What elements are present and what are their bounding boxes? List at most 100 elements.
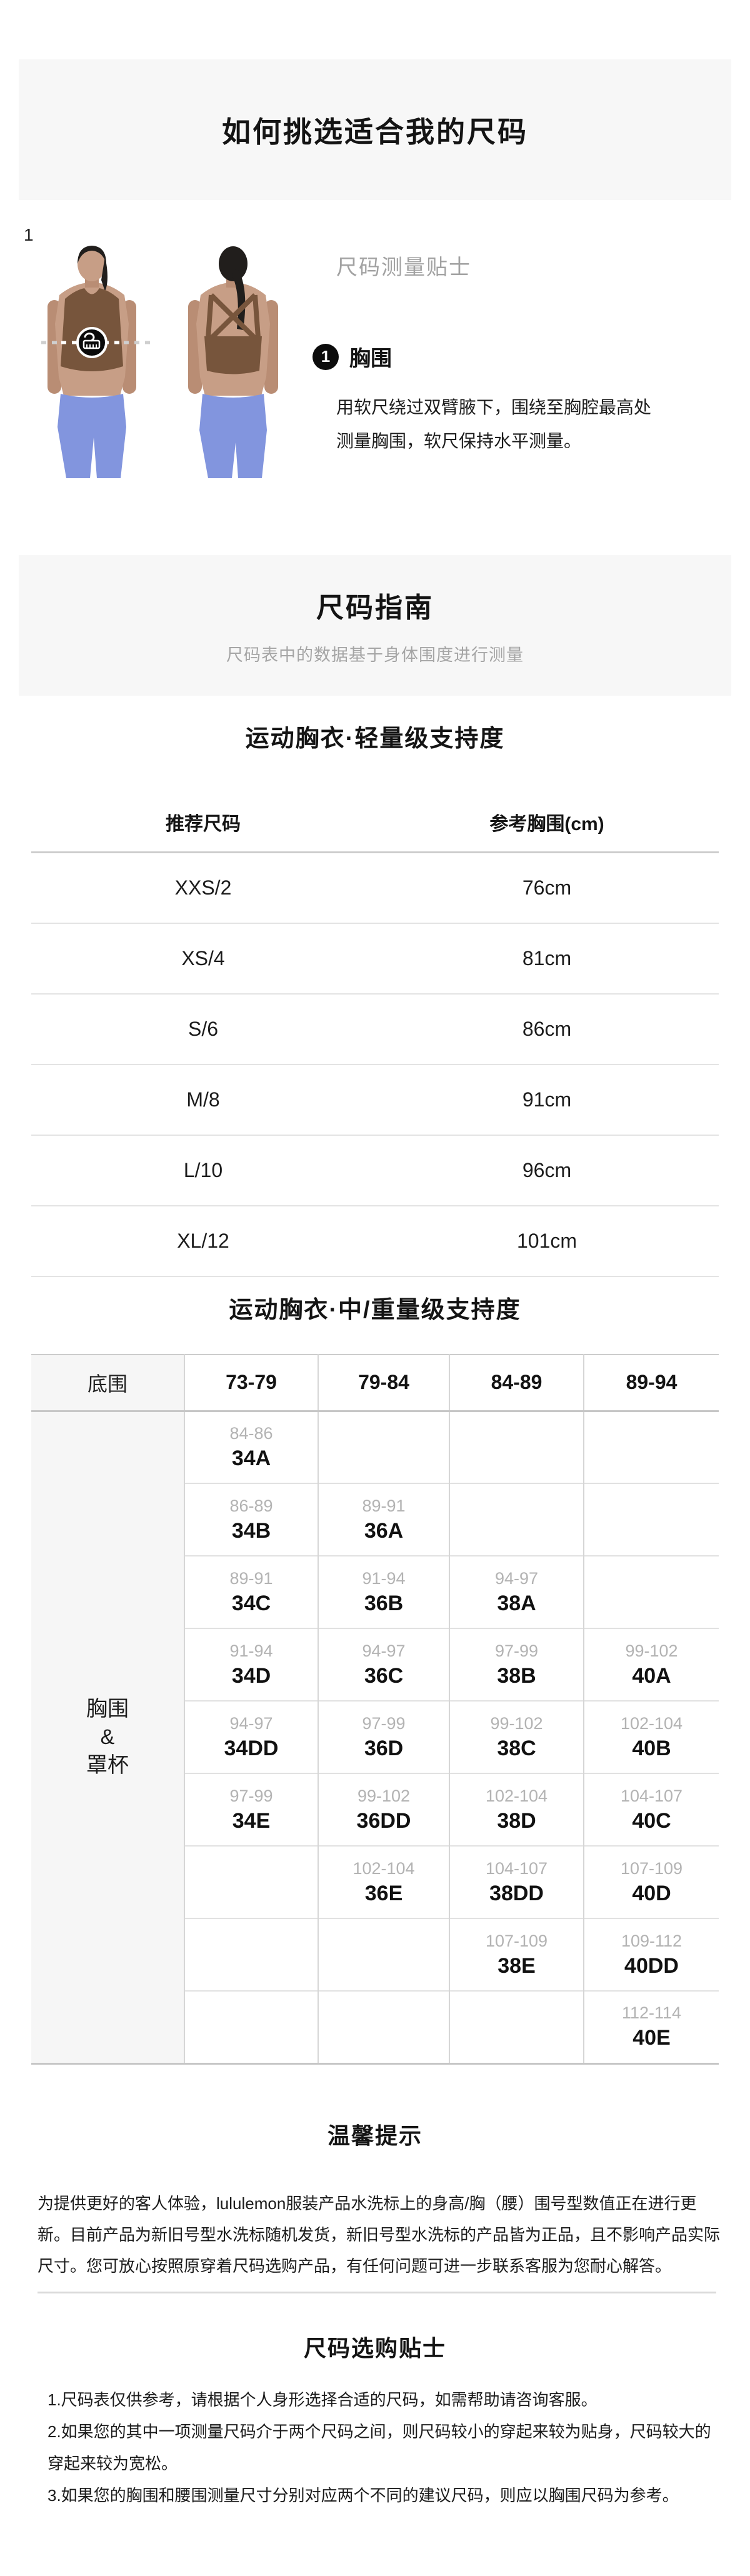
purchase-tips-list: 1.尺码表仅供参考，请根据个人身形选择合适的尺码，如需帮助请咨询客服。 2.如果… — [48, 2384, 722, 2512]
measurement-tips-title: 尺码测量贴士 — [336, 256, 471, 279]
size-cell: XL/12 — [31, 1206, 375, 1277]
matrix-header-row: 底围 73-79 79-84 84-89 89-94 — [31, 1355, 719, 1412]
bra-size-cell: 102-104 38D — [449, 1773, 584, 1846]
back-leggings — [199, 394, 267, 478]
measurement-index: 1 — [24, 225, 34, 244]
size-guide-subtitle: 尺码表中的数据基于身体围度进行测量 — [226, 646, 524, 664]
bust-cell: 86cm — [375, 994, 719, 1065]
size-guide-banner: 尺码指南 尺码表中的数据基于身体围度进行测量 — [19, 555, 731, 696]
back-bra-band — [204, 336, 262, 374]
bra-size-cell — [184, 1918, 318, 1991]
size-guide-title: 尺码指南 — [316, 593, 434, 623]
bra-size-cell: 99-102 38C — [449, 1700, 584, 1773]
size-cell: S/6 — [31, 994, 375, 1065]
matrix-row: 94-97 34DD 97-99 36D 99-102 38C 102-104 40B — [31, 1700, 719, 1773]
size-cell: XXS/2 — [31, 852, 375, 924]
bust-cell: 96cm — [375, 1135, 719, 1206]
bra-size-cell — [318, 1410, 449, 1483]
high-support-table-title: 运动胸衣·中/重量级支持度 — [229, 1297, 521, 1323]
matrix-row: 102-104 36E 104-107 38DD 107-109 40D — [31, 1845, 719, 1918]
bust-cell: 91cm — [375, 1065, 719, 1136]
section-divider — [38, 2292, 716, 2293]
bust-measure-description: 用软尺绕过双臂腋下，围绕至胸腔最高处测量胸围，软尺保持水平测量。 — [336, 398, 652, 451]
model-back-photo — [188, 246, 278, 478]
matrix-row: 112-114 40E — [31, 1990, 719, 2063]
light-support-table-title: 运动胸衣·轻量级支持度 — [245, 726, 505, 752]
bra-size-cell: 94-97 34DD — [184, 1700, 318, 1773]
bust-point-label: 胸围 — [349, 347, 392, 371]
size-cell: L/10 — [31, 1135, 375, 1206]
back-head-hair — [219, 246, 248, 281]
table-row: XL/12 101cm — [31, 1206, 719, 1277]
bust-cell: 76cm — [375, 852, 719, 924]
underband-column-header: 79-84 — [318, 1355, 449, 1412]
underband-column-header: 89-94 — [583, 1355, 719, 1412]
column-header-size: 推荐尺码 — [31, 793, 375, 853]
purchase-tip-item: 2.如果您的其中一项测量尺码介于两个尺码之间，则尺码较小的穿起来较为贴身，尺码较… — [48, 2422, 711, 2473]
matrix-row: 97-99 34E 99-102 36DD 102-104 38D 104-107 40… — [31, 1773, 719, 1846]
bra-size-cell — [184, 1990, 318, 2063]
measurement-point-row: 1 胸围 — [312, 341, 392, 372]
front-head — [78, 246, 106, 281]
bra-size-cell: 104-107 40C — [583, 1773, 719, 1846]
bra-size-cell — [583, 1555, 719, 1628]
page-header-banner: 如何挑选适合我的尺码 — [19, 59, 731, 200]
back-crossed-straps — [206, 293, 261, 339]
bra-size-cell: 107-109 38E — [449, 1918, 584, 1991]
back-ponytail — [232, 268, 246, 330]
matrix-row: 胸围 & 罩杯 84-86 34A — [31, 1410, 719, 2063]
table-row: XS/4 81cm — [31, 923, 719, 995]
bra-size-cell — [583, 1483, 719, 1556]
bra-size-cell: 84-86 34A — [184, 1410, 318, 1483]
notice-paragraph: 为提供更好的客人体验，lululemon服装产品水洗标上的身高/胸（腰）围号型数… — [38, 2194, 721, 2275]
bra-size-cell: 97-99 34E — [184, 1773, 318, 1846]
bra-size-cell — [318, 1918, 449, 1991]
bra-size-cell: 91-94 36B — [318, 1555, 449, 1628]
bra-size-cell: 94-97 38A — [449, 1555, 584, 1628]
bra-size-cell: 112-114 40E — [583, 1990, 719, 2063]
table-row: XXS/2 76cm — [31, 852, 719, 924]
bra-size-cell — [449, 1410, 584, 1483]
bra-size-cell: 109-112 40DD — [583, 1918, 719, 1991]
bra-size-cell — [449, 1990, 584, 2063]
measuring-tape-icon — [76, 327, 108, 358]
bra-size-cell: 102-104 40B — [583, 1700, 719, 1773]
page-title: 如何挑选适合我的尺码 — [222, 115, 528, 148]
bra-size-cell — [318, 1990, 449, 2063]
bust-cup-side-label: 胸围 & 罩杯 — [31, 1411, 184, 2063]
bra-size-cell: 89-91 34C — [184, 1555, 318, 1628]
underband-column-header: 73-79 — [184, 1355, 318, 1412]
bra-size-cell — [449, 1483, 584, 1556]
bust-cell: 81cm — [375, 923, 719, 995]
matrix-row: 107-109 38E 109-112 40DD — [31, 1918, 719, 1991]
purchase-tip-item: 1.尺码表仅供参考，请根据个人身形选择合适的尺码，如需帮助请咨询客服。 — [48, 2390, 598, 2409]
size-cell: XS/4 — [31, 923, 375, 995]
purchase-tip-item: 3.如果您的胸围和腰围测量尺寸分别对应两个不同的建议尺码，则应以胸围尺码为参考。 — [48, 2486, 679, 2505]
bra-size-cell: 107-109 40D — [583, 1845, 719, 1918]
table-header-row: 推荐尺码 参考胸围(cm) — [31, 793, 719, 853]
bust-cell: 101cm — [375, 1206, 719, 1277]
table-row: S/6 86cm — [31, 994, 719, 1065]
bra-size-cell: 94-97 36C — [318, 1628, 449, 1701]
matrix-row: 91-94 34D 94-97 36C 97-99 38B 99-102 40A — [31, 1628, 719, 1701]
table-row: L/10 96cm — [31, 1135, 719, 1206]
model-front-photo — [41, 246, 154, 478]
notice-title: 温馨提示 — [327, 2123, 422, 2148]
high-support-size-table: 底围 73-79 79-84 84-89 89-94 胸围 & 罩杯 84-86… — [31, 1354, 719, 2065]
underband-column-header: 84-89 — [449, 1355, 584, 1412]
underband-corner-label: 底围 — [31, 1355, 184, 1412]
bra-size-cell: 97-99 36D — [318, 1700, 449, 1773]
matrix-row: 89-91 34C 91-94 36B 94-97 38A — [31, 1555, 719, 1628]
purchase-tips-title: 尺码选购贴士 — [303, 2335, 446, 2361]
point-1-badge-icon: 1 — [312, 343, 339, 370]
bra-size-cell: 102-104 36E — [318, 1845, 449, 1918]
front-hair-strand — [101, 256, 108, 291]
front-hair — [78, 246, 106, 264]
bra-size-cell: 86-89 34B — [184, 1483, 318, 1556]
bra-size-cell: 97-99 38B — [449, 1628, 584, 1701]
bra-size-cell: 104-107 38DD — [449, 1845, 584, 1918]
column-header-bust: 参考胸围(cm) — [375, 793, 719, 853]
light-support-size-table: 推荐尺码 参考胸围(cm) XXS/2 76cm XS/4 81cm S/6 86cm… — [31, 793, 719, 1277]
bra-size-cell: 91-94 34D — [184, 1628, 318, 1701]
